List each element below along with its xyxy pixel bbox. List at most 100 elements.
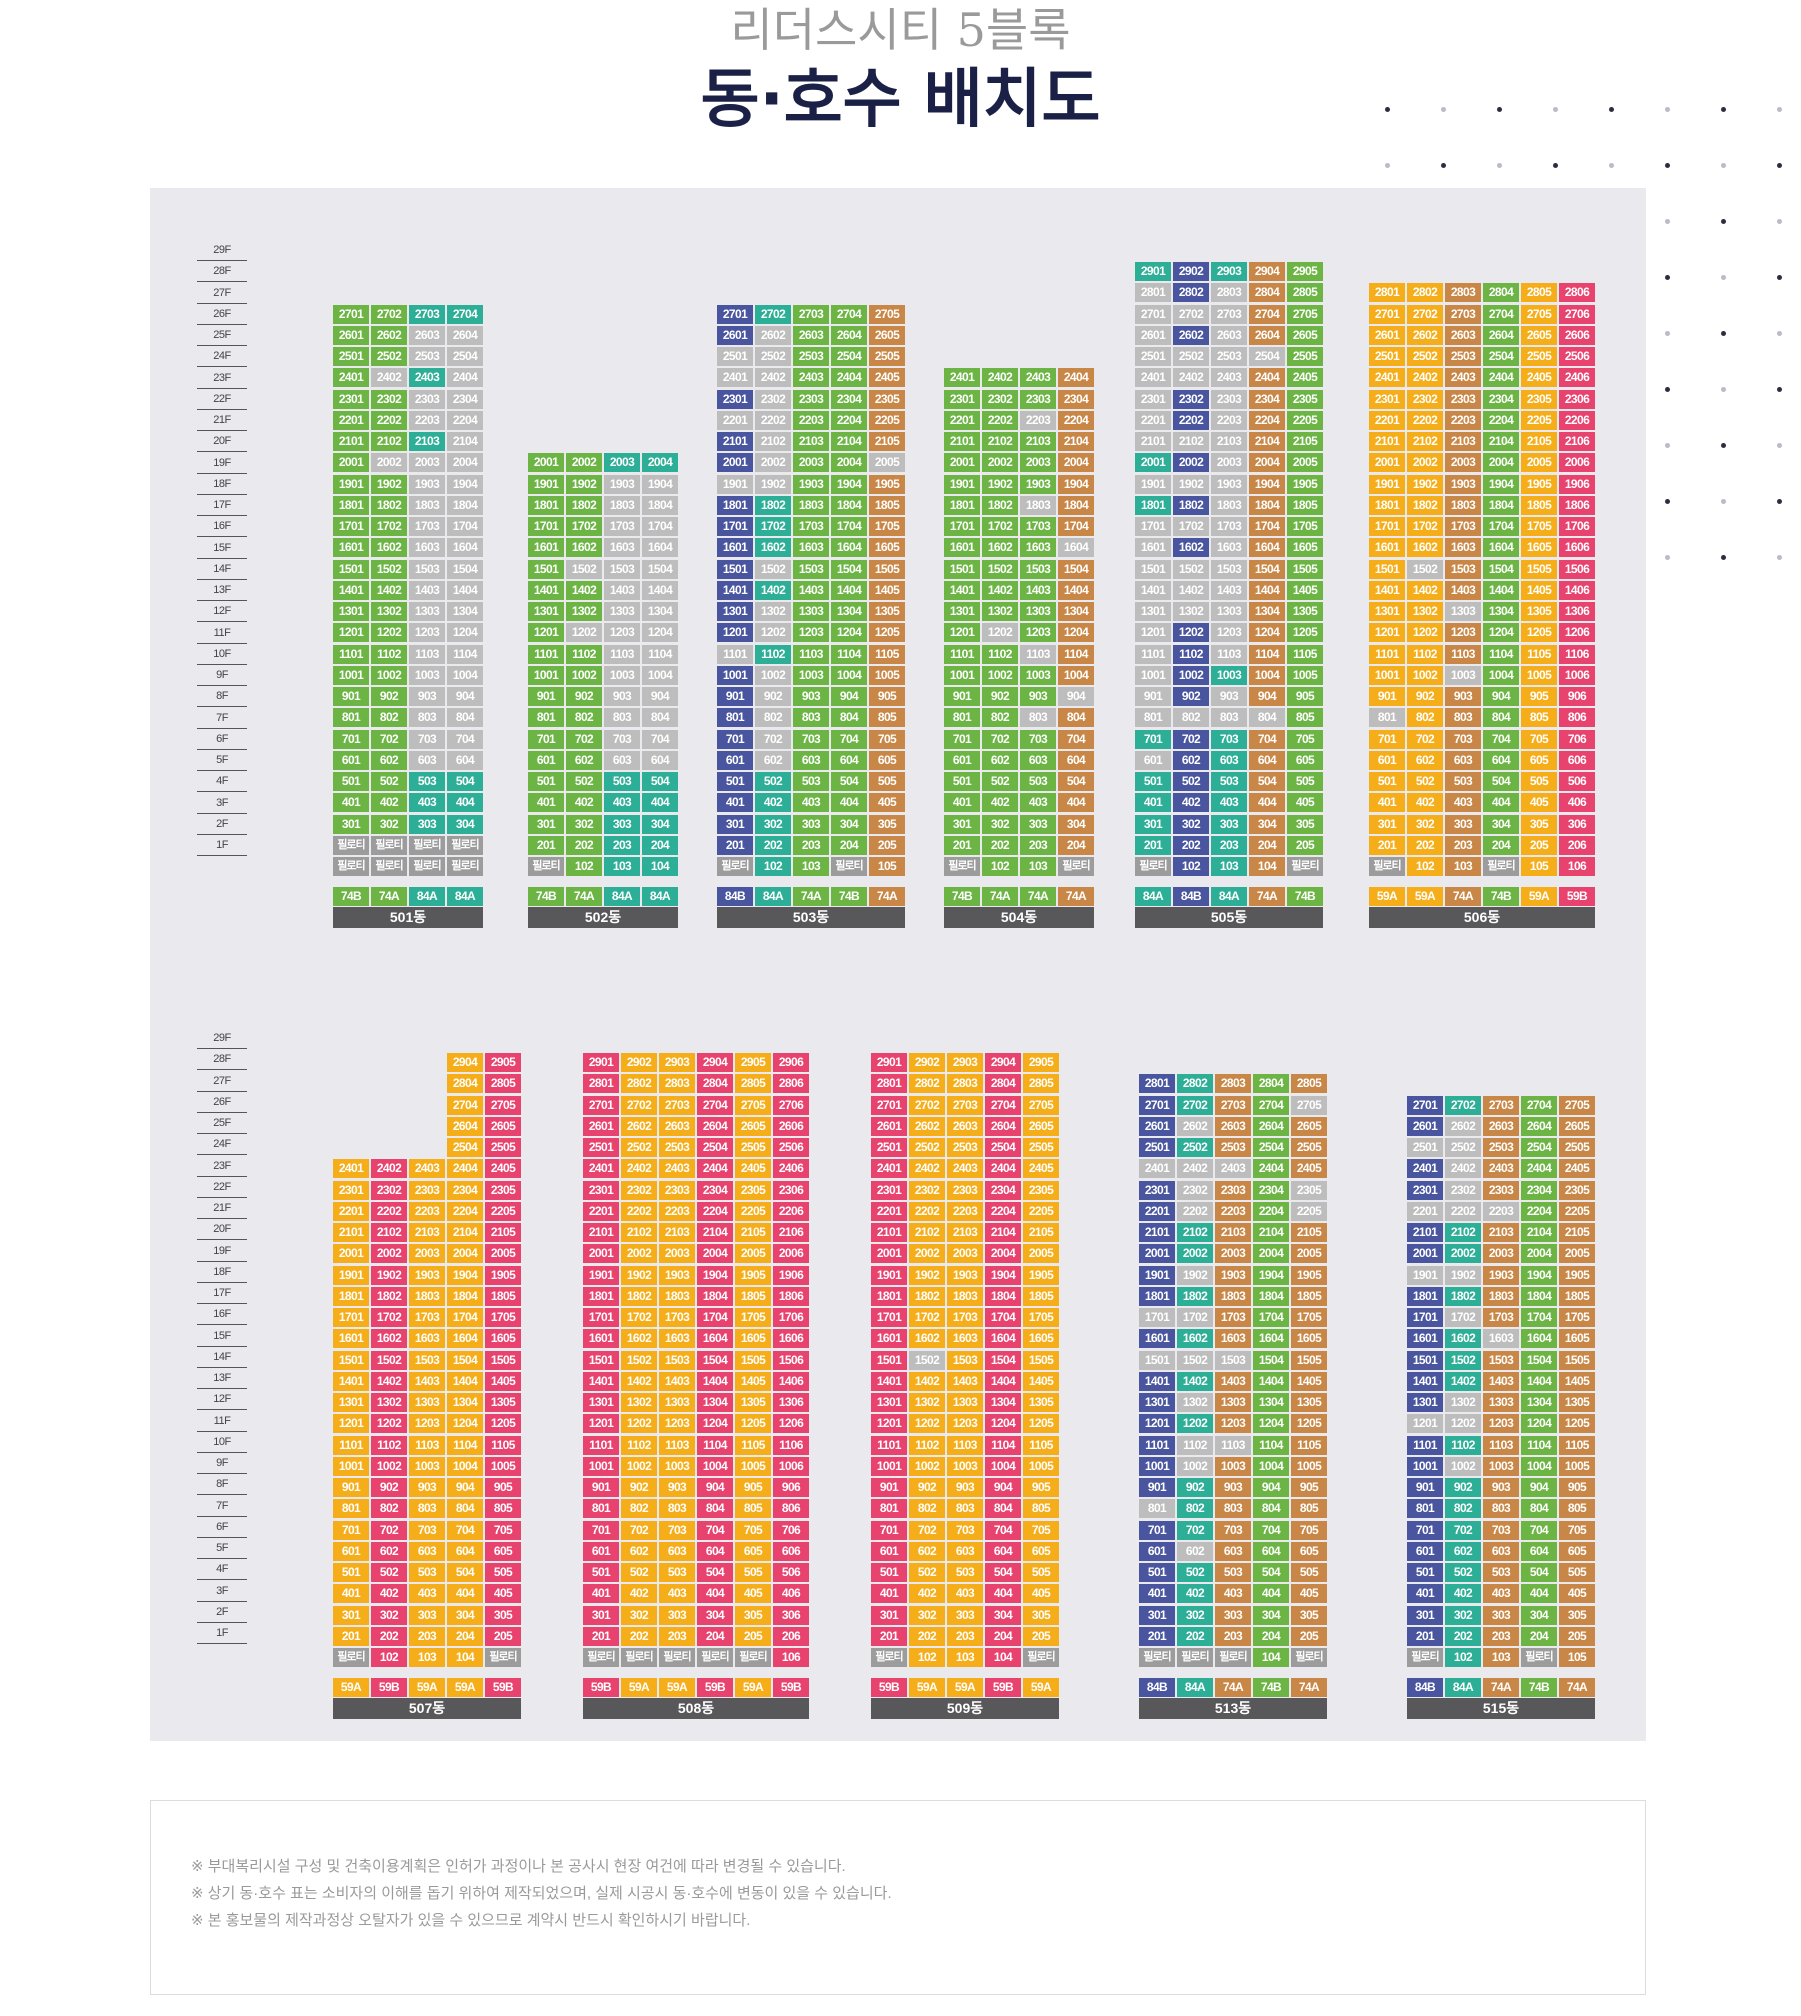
- unit-cell: 1501: [1135, 559, 1171, 579]
- unit-cell: 1005: [1023, 1456, 1059, 1476]
- unit-cell: 1804: [831, 495, 867, 515]
- unit-cell: 1302: [621, 1393, 657, 1412]
- unit-cell: 903: [793, 687, 829, 706]
- decorative-dot: [1385, 107, 1390, 112]
- unit-cell: 2703: [1211, 304, 1247, 324]
- unit-cell: 701: [717, 729, 753, 749]
- unit-cell: 1601: [333, 538, 369, 558]
- unit-cell: 1804: [697, 1286, 733, 1306]
- unit-type-label: 84B: [1139, 1678, 1175, 1697]
- unit-cell: 2204: [447, 1201, 483, 1221]
- floor-label: 13F: [197, 579, 247, 601]
- unit-cell: 2104: [697, 1223, 733, 1242]
- building-name-bar: 504동: [944, 907, 1094, 928]
- floor-label: 24F: [197, 345, 247, 368]
- unit-cell: 501: [528, 772, 564, 791]
- unit-type-label: 84A: [755, 887, 791, 906]
- unit-cell: 604: [1521, 1541, 1557, 1561]
- unit-cell: 2801: [871, 1074, 907, 1094]
- notes-box: ※ 부대복리시설 구성 및 건축이용계획은 인허가 과정이나 본 공사시 현장 …: [150, 1800, 1646, 1995]
- unit-cell: 1004: [831, 665, 867, 685]
- unit-cell: 2103: [793, 432, 829, 451]
- unit-cell: 2303: [659, 1180, 695, 1200]
- unit-cell: 301: [333, 1605, 369, 1625]
- unit-cell: 305: [1287, 814, 1323, 834]
- unit-cell: 1305: [1023, 1393, 1059, 1412]
- unit-cell: 303: [409, 814, 445, 834]
- unit-cell: 2306: [773, 1180, 809, 1200]
- unit-cell: 505: [1287, 772, 1323, 791]
- unit-cell: 2102: [1173, 432, 1209, 451]
- unit-cell: 2204: [1521, 1201, 1557, 1221]
- unit-cell: 1802: [1407, 495, 1443, 515]
- unit-cell: 1601: [1407, 1329, 1443, 1349]
- unit-cell: 104: [1253, 1648, 1289, 1667]
- unit-cell: 2404: [447, 368, 483, 388]
- unit-cell: 2501: [717, 347, 753, 366]
- unit-cell: 2403: [659, 1159, 695, 1179]
- floor-label: 25F: [197, 1112, 247, 1134]
- unit-cell: 204: [831, 835, 867, 855]
- unit-cell: 2206: [773, 1201, 809, 1221]
- unit-cell: 2703: [1215, 1095, 1251, 1115]
- unit-cell: 703: [793, 729, 829, 749]
- unit-cell: 2203: [1215, 1201, 1251, 1221]
- pilotis-cell: 필로티: [735, 1648, 771, 1667]
- unit-cell: 1404: [831, 580, 867, 600]
- unit-cell: 701: [583, 1520, 619, 1540]
- unit-cell: 502: [982, 772, 1018, 791]
- unit-cell: 1401: [1135, 580, 1171, 600]
- unit-cell: 1301: [528, 602, 564, 621]
- unit-cell: 1602: [371, 1329, 407, 1349]
- unit-cell: 1704: [1521, 1308, 1557, 1327]
- unit-cell: 2901: [871, 1053, 907, 1072]
- unit-cell: 504: [1058, 772, 1094, 791]
- unit-cell: 2701: [871, 1095, 907, 1115]
- unit-cell: 1903: [604, 474, 640, 494]
- unit-cell: 1501: [1369, 559, 1405, 579]
- unit-cell: 2703: [793, 304, 829, 324]
- unit-cell: 2903: [1211, 262, 1247, 281]
- unit-cell: 701: [333, 1520, 369, 1540]
- unit-cell: 1901: [1407, 1265, 1443, 1285]
- unit-cell: 1801: [871, 1286, 907, 1306]
- unit-cell: 2205: [735, 1201, 771, 1221]
- unit-cell: 2202: [1173, 410, 1209, 430]
- unit-cell: 903: [1483, 1478, 1519, 1497]
- unit-cell: 504: [831, 772, 867, 791]
- unit-cell: 604: [1483, 750, 1519, 770]
- unit-cell: 901: [333, 687, 369, 706]
- unit-cell: 2204: [697, 1201, 733, 1221]
- unit-cell: 1002: [982, 665, 1018, 685]
- unit-cell: 1103: [659, 1435, 695, 1455]
- unit-cell: 2303: [409, 1180, 445, 1200]
- unit-cell: 201: [1369, 835, 1405, 855]
- unit-cell: 1303: [1215, 1393, 1251, 1412]
- unit-cell: 1604: [1521, 1329, 1557, 1349]
- unit-cell: 1604: [1253, 1329, 1289, 1349]
- floor-label: 15F: [197, 1325, 247, 1347]
- unit-cell: 2401: [944, 368, 980, 388]
- unit-cell: 1905: [485, 1265, 521, 1285]
- unit-cell: 504: [697, 1563, 733, 1582]
- unit-cell: 2802: [1173, 283, 1209, 303]
- unit-cell: 702: [982, 729, 1018, 749]
- unit-cell: 1304: [985, 1393, 1021, 1412]
- unit-cell: 1805: [1559, 1286, 1595, 1306]
- unit-cell: 1701: [528, 517, 564, 536]
- unit-cell: 201: [944, 835, 980, 855]
- unit-cell: 1502: [982, 559, 1018, 579]
- unit-cell: 802: [1177, 1499, 1213, 1519]
- unit-cell: 2603: [659, 1116, 695, 1136]
- unit-cell: 1904: [1483, 474, 1519, 494]
- floor-label: 11F: [197, 1410, 247, 1432]
- unit-cell: 2105: [869, 432, 905, 451]
- unit-cell: 403: [947, 1584, 983, 1604]
- unit-cell: 1602: [1407, 538, 1443, 558]
- unit-cell: 205: [735, 1626, 771, 1646]
- floor-label: 24F: [197, 1133, 247, 1156]
- unit-cell: 2503: [409, 347, 445, 366]
- unit-cell: 903: [659, 1478, 695, 1497]
- unit-cell: 1603: [947, 1329, 983, 1349]
- floor-label: 27F: [197, 1070, 247, 1092]
